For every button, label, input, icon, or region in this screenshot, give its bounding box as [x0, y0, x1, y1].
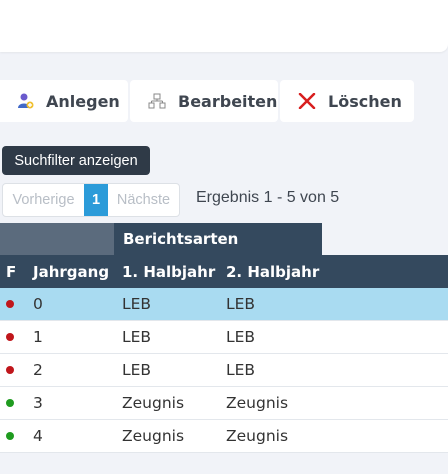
table-group-header: Berichtsarten: [0, 223, 322, 255]
user-add-icon: [16, 92, 34, 110]
status-dot-icon: [6, 333, 14, 341]
cell-halbjahr-1: LEB: [122, 328, 152, 346]
cell-halbjahr-2: Zeugnis: [226, 427, 289, 445]
cell-halbjahr-1: Zeugnis: [122, 427, 185, 445]
table-row[interactable]: 0 LEB LEB: [0, 288, 448, 321]
status-dot-icon: [6, 366, 14, 374]
berichtsarten-header: Berichtsarten: [114, 223, 322, 255]
show-search-filter-button[interactable]: Suchfilter anzeigen: [2, 146, 150, 175]
pagination-next[interactable]: Nächste: [116, 192, 171, 208]
cell-jahrgang: 0: [33, 295, 43, 313]
pagination: Vorherige 1 Nächste: [2, 183, 180, 217]
cell-halbjahr-2: Zeugnis: [226, 394, 289, 412]
bearbeiten-button[interactable]: Bearbeiten: [130, 80, 278, 122]
cell-halbjahr-1: LEB: [122, 361, 152, 379]
group-header-spacer: [0, 223, 114, 255]
column-header-jahrgang[interactable]: Jahrgang: [33, 262, 110, 281]
column-header-halbjahr-1[interactable]: 1. Halbjahr: [122, 262, 216, 281]
loeschen-label: Löschen: [328, 91, 402, 111]
table-row[interactable]: 3 Zeugnis Zeugnis: [0, 387, 448, 420]
status-dot-icon: [6, 399, 14, 407]
anlegen-label: Anlegen: [46, 91, 120, 111]
cell-halbjahr-1: LEB: [122, 295, 152, 313]
column-header-halbjahr-2[interactable]: 2. Halbjahr: [226, 262, 320, 281]
cell-jahrgang: 1: [33, 328, 43, 346]
result-count: Ergebnis 1 - 5 von 5: [196, 189, 340, 206]
column-header-f[interactable]: F: [6, 262, 17, 281]
pagination-current-page[interactable]: 1: [84, 184, 108, 216]
toolbar: Anlegen Bearbeiten Löschen: [0, 80, 414, 122]
top-panel: [0, 0, 448, 52]
cell-jahrgang: 2: [33, 361, 43, 379]
cell-jahrgang: 4: [33, 427, 43, 445]
loeschen-button[interactable]: Löschen: [280, 80, 414, 122]
status-dot-icon: [6, 432, 14, 440]
table-header: F Jahrgang 1. Halbjahr 2. Halbjahr: [0, 255, 448, 288]
status-dot-icon: [6, 300, 14, 308]
edit-network-icon: [148, 93, 166, 109]
table-row[interactable]: 4 Zeugnis Zeugnis: [0, 420, 448, 453]
cell-halbjahr-1: Zeugnis: [122, 394, 185, 412]
table-row[interactable]: 2 LEB LEB: [0, 354, 448, 387]
anlegen-button[interactable]: Anlegen: [0, 80, 128, 122]
pagination-previous[interactable]: Vorherige: [12, 192, 75, 208]
table-row[interactable]: 1 LEB LEB: [0, 321, 448, 354]
cell-halbjahr-2: LEB: [226, 361, 256, 379]
cell-halbjahr-2: LEB: [226, 328, 256, 346]
cell-jahrgang: 3: [33, 394, 43, 412]
bearbeiten-label: Bearbeiten: [178, 91, 278, 111]
cell-halbjahr-2: LEB: [226, 295, 256, 313]
delete-x-icon: [298, 93, 316, 109]
